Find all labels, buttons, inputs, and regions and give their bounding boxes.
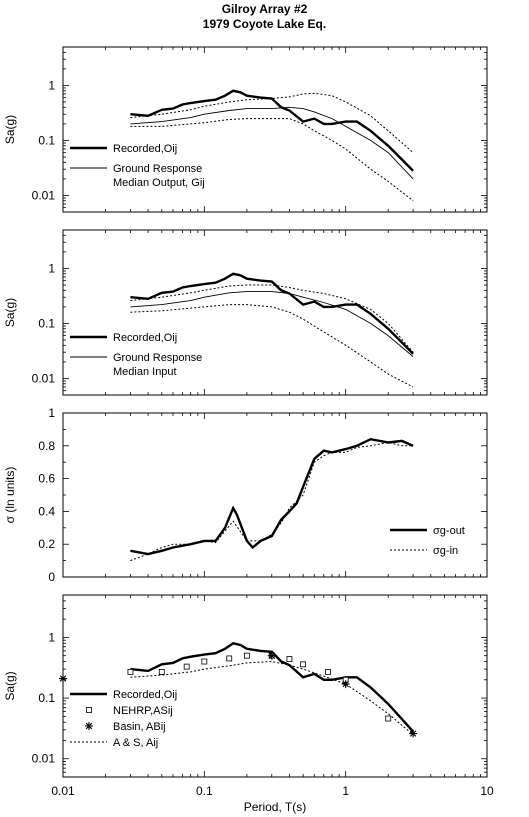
data-point-star [59, 674, 67, 683]
chart-title-line1: Gilroy Array #2 [221, 2, 308, 16]
series-line-dotted [130, 284, 414, 353]
x-tick-label: 1 [342, 784, 349, 798]
y-tick-label: 0 [48, 570, 55, 584]
x-tick-label: 0.01 [51, 784, 75, 798]
y-axis-label: Sa(g) [3, 115, 17, 144]
y-tick-label: 0.01 [32, 188, 56, 202]
y-tick-label: 1 [48, 406, 55, 420]
y-tick-label: 0.6 [38, 472, 55, 486]
y-tick-label: 1 [48, 78, 55, 92]
data-point-square [127, 669, 134, 675]
series-line-thick [130, 89, 414, 172]
series-line-dotted [130, 660, 414, 735]
panel-1: 1 0.1 0.01 Sa(g) Recorded,Oij Ground Response… [3, 46, 488, 213]
legend-label: Basin, ABij [113, 721, 166, 733]
data-point-square [325, 669, 331, 675]
plot-frame [62, 412, 488, 578]
x-tick-label: 10 [480, 784, 494, 798]
series-line-dotted [130, 92, 414, 153]
legend-label: σg-out [433, 525, 465, 537]
legend-label: Recorded,Oij [113, 689, 177, 701]
series-line-thick [130, 437, 414, 556]
plot-frame [62, 594, 488, 778]
y-tick-label: 0.2 [38, 537, 55, 551]
legend-label: Median Output, Gij [113, 177, 205, 189]
x-tick-label: 0.1 [196, 784, 213, 798]
y-tick-label: 0.1 [38, 316, 55, 330]
legend-swatch-square [86, 707, 92, 713]
y-axis-label: σ (ln units) [3, 467, 17, 524]
legend-swatch-star [85, 722, 93, 730]
legend-label: σg-in [433, 545, 458, 557]
data-point-square [300, 661, 307, 668]
data-point-square [385, 715, 392, 722]
series-line-dotted [130, 441, 414, 562]
panel-4: 1 0.1 0.01 Sa(g) Recorded,Oij NEHRP,ASij Basin… [3, 594, 488, 778]
series-line-thick [130, 642, 414, 733]
y-axis-label: Sa(g) [3, 298, 17, 327]
legend-label: NEHRP,ASij [113, 705, 173, 717]
data-point-square [183, 663, 190, 670]
y-tick-label: 0.4 [38, 504, 55, 518]
legend-label: Ground Response [113, 352, 202, 364]
legend-label: Recorded,Oij [113, 332, 177, 344]
x-axis-label: Period, T(s) [244, 800, 306, 814]
chart-title-line2: 1979 Coyote Lake Eq. [202, 17, 327, 31]
series-line-thin [130, 106, 414, 180]
y-tick-label: 0.01 [32, 752, 56, 766]
plot-frame [62, 229, 488, 396]
legend-label: Median Input [113, 366, 177, 378]
y-axis-label: Sa(g) [3, 671, 17, 700]
y-tick-label: 0.01 [32, 371, 56, 385]
data-point-square [201, 658, 208, 665]
y-tick-label: 0.8 [38, 439, 55, 453]
panel-3: 1 0.8 0.6 0.4 0.2 0 σ (ln units) σg-out σg-in [3, 406, 488, 584]
legend-label: Ground Response [113, 163, 202, 175]
plot-frame [62, 46, 488, 213]
legend-label: Recorded,Oij [113, 143, 177, 155]
data-point-star [341, 680, 350, 689]
y-tick-label: 1 [48, 261, 55, 275]
y-tick-label: 1 [48, 630, 55, 644]
data-point-square [226, 655, 233, 662]
panel-2: 1 0.1 0.01 Sa(g) Recorded,Oij Ground Response… [3, 229, 488, 396]
series-line-thick [130, 272, 414, 355]
data-point-square [158, 669, 165, 675]
data-point-square [286, 656, 293, 662]
y-tick-label: 0.1 [38, 691, 55, 705]
series-line-dotted [130, 118, 414, 202]
legend-label: A & S, Aij [113, 737, 158, 749]
series-line-thin [130, 291, 414, 357]
data-point-star [409, 729, 418, 738]
y-tick-label: 0.1 [38, 133, 55, 147]
data-point-star [267, 651, 276, 660]
data-point-square [243, 652, 250, 659]
